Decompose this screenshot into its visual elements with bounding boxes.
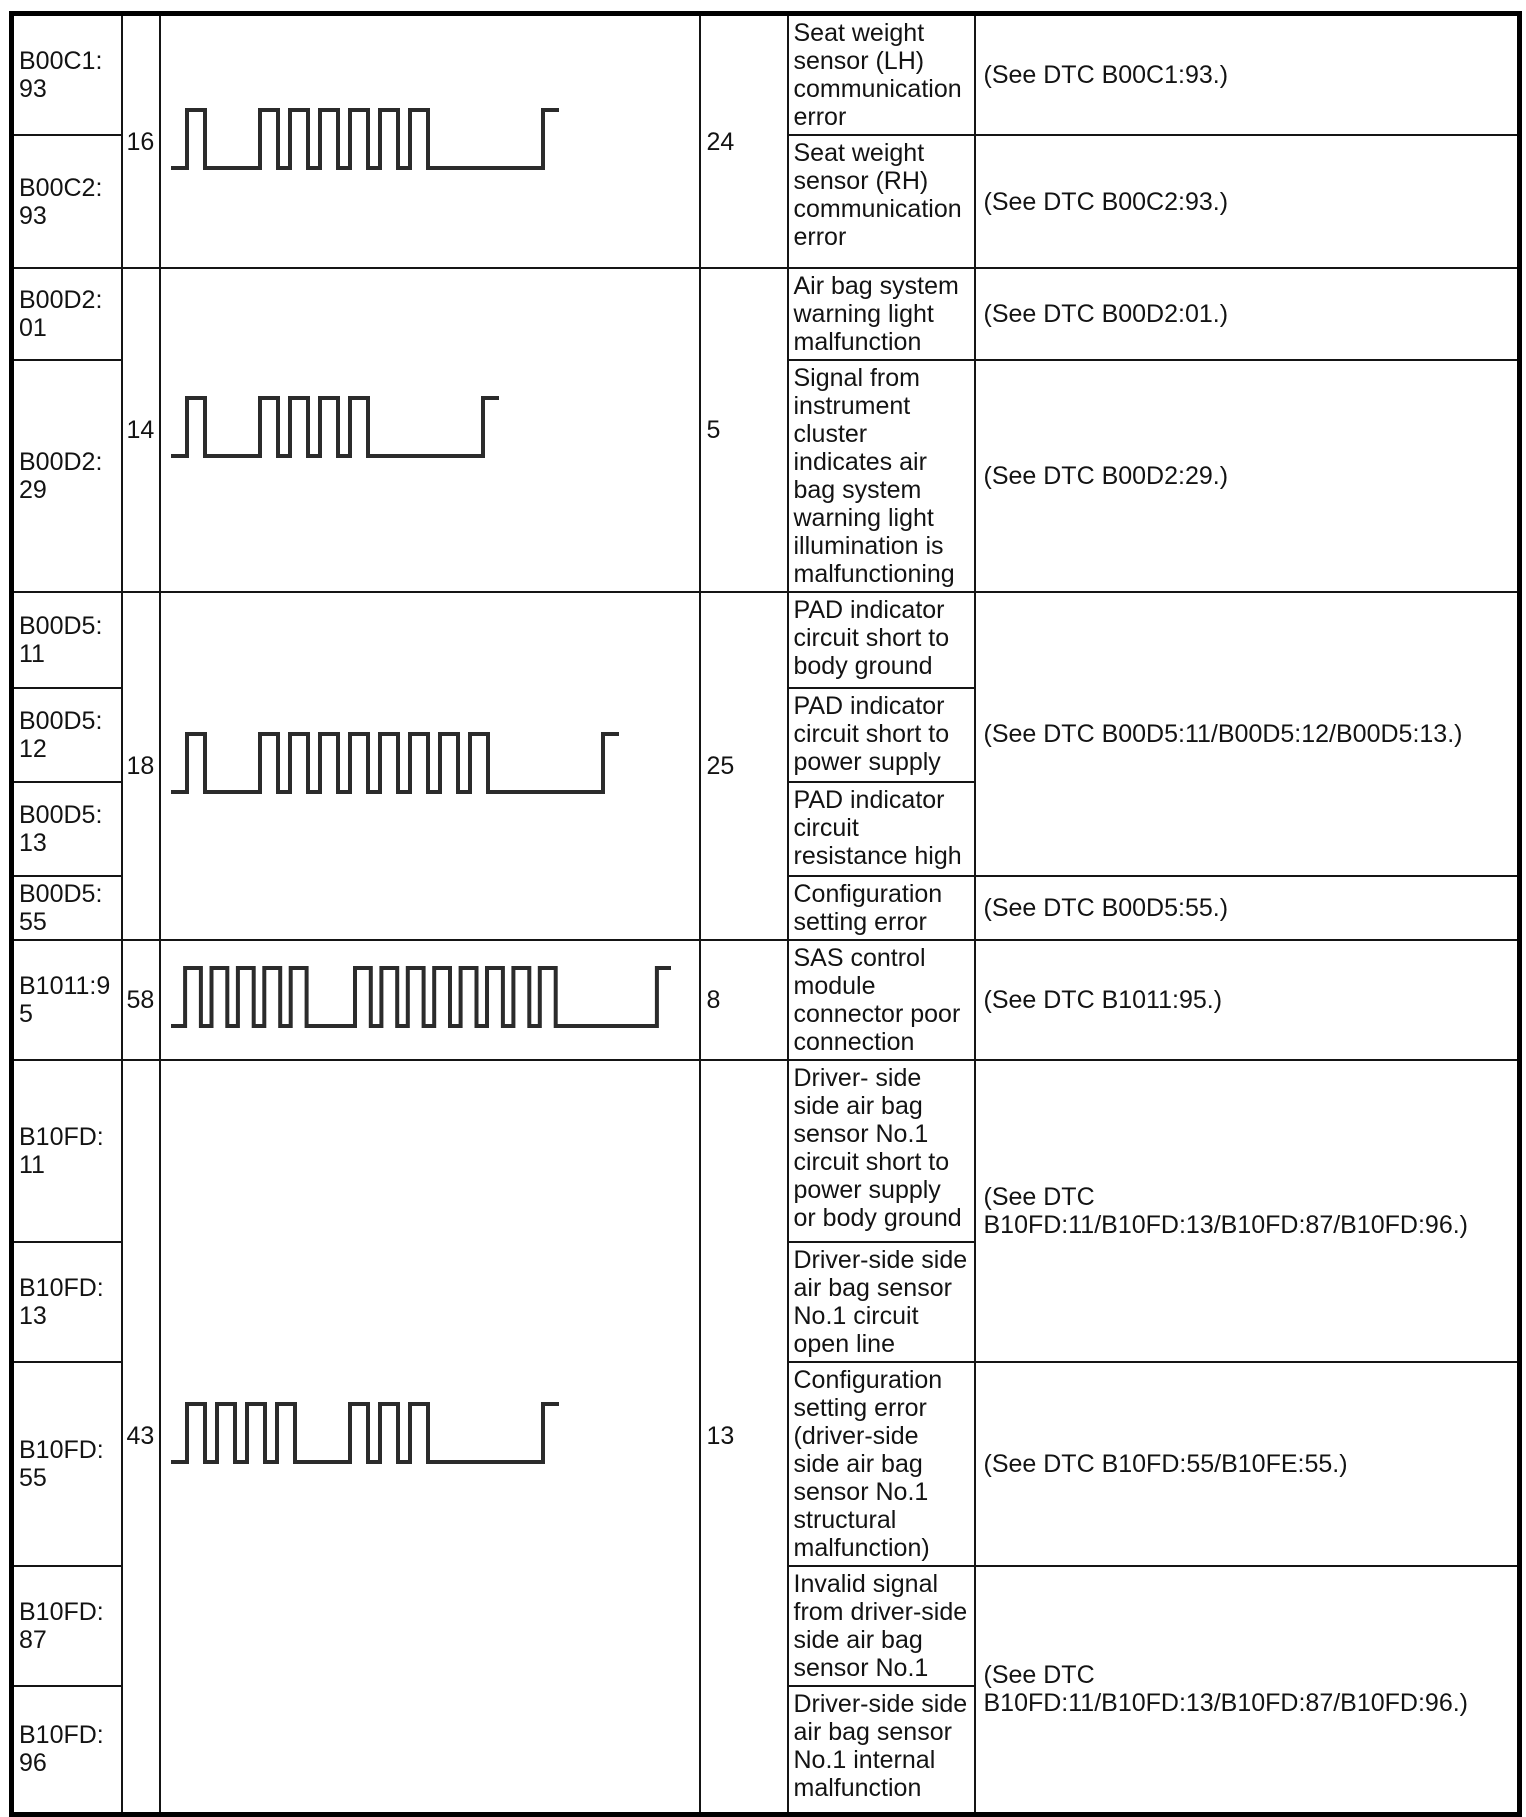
see-reference-cell: (See DTC B10FD:11/B10FD:13/B10FD:87/B10F…: [973, 1565, 1521, 1815]
see-reference-cell: (See DTC B00D2:29.): [973, 359, 1521, 593]
description-cell: Seat weight sensor (RH) communication er…: [786, 134, 976, 269]
flash-pattern-svg: [170, 1402, 559, 1465]
see-reference-cell: (See DTC B1011:95.): [973, 939, 1521, 1061]
flash-code-cell: 43: [120, 1059, 161, 1815]
flash-count-cell: 24: [698, 12, 789, 269]
table-row: B10FD:11 43 13 Driver- side side air bag…: [10, 1059, 1521, 1815]
table-row: B00D5:11 18 25 PAD indicator circuit sho…: [10, 591, 1521, 941]
see-reference-cell: (See DTC B00C2:93.): [973, 134, 1521, 269]
flash-count-cell: 25: [698, 591, 789, 941]
description-cell: PAD indicator circuit resistance high: [786, 781, 976, 877]
table-row: B00D2:29 Signal from instrument cluster …: [10, 359, 1521, 593]
dtc-cell: B10FD:13: [10, 1241, 123, 1363]
dtc-cell: B00D5:55: [10, 875, 123, 941]
flash-code-cell: 18: [120, 591, 161, 941]
see-reference-cell: (See DTC B00D2:01.): [973, 267, 1521, 361]
dtc-cell: B00D2:29: [10, 359, 123, 593]
description-cell: Driver-side side air bag sensor No.1 int…: [786, 1685, 976, 1815]
see-reference-cell: (See DTC B00D5:55.): [973, 875, 1521, 941]
description-cell: Air bag system warning light malfunction: [786, 267, 976, 361]
see-reference-cell: (See DTC B10FD:11/B10FD:13/B10FD:87/B10F…: [973, 1059, 1521, 1363]
table-row: B00D5:13 PAD indicator circuit resistanc…: [10, 781, 1520, 877]
dtc-cell: B10FD:87: [10, 1565, 123, 1687]
table-row: B00C1:93 16 24 Seat weight sensor (LH) c…: [10, 12, 1521, 269]
manual-page: B00C1:93 16 24 Seat weight sensor (LH) c…: [9, 11, 1522, 1817]
table-row: B00D2:01 14 5 Air bag system warning lig…: [10, 267, 1521, 593]
flash-count-cell: 13: [698, 1059, 789, 1815]
description-cell: Seat weight sensor (LH) communication er…: [786, 12, 976, 136]
table-row: B10FD:55 Configuration setting error (dr…: [10, 1361, 1521, 1567]
flash-code-cell: 14: [120, 267, 161, 593]
see-reference-cell: (See DTC B00C1:93.): [973, 12, 1521, 136]
description-cell: Driver-side side air bag sensor No.1 cir…: [786, 1241, 976, 1363]
see-reference-cell: (See DTC B10FD:55/B10FE:55.): [973, 1361, 1521, 1567]
dtc-cell: B10FD:96: [10, 1685, 123, 1815]
flash-code-cell: 16: [120, 12, 161, 269]
dtc-cell: B00C1:93: [10, 12, 123, 136]
flash-pattern-svg: [170, 966, 671, 1028]
flash-pattern-svg: [170, 396, 499, 458]
description-cell: Invalid signal from driver-side side air…: [786, 1565, 976, 1687]
flash-count-cell: 8: [698, 939, 789, 1061]
flash-pattern-cell: [158, 939, 701, 1061]
flash-count-cell: 5: [698, 267, 789, 593]
dtc-cell: B1011:95: [10, 939, 123, 1061]
flash-pattern-cell: [158, 12, 701, 269]
description-cell: Signal from instrument cluster indicates…: [786, 359, 976, 593]
table-row: B10FD:13 Driver-side side air bag sensor…: [10, 1241, 1520, 1363]
description-cell: PAD indicator circuit short to power sup…: [786, 687, 976, 783]
dtc-cell: B00D5:13: [10, 781, 123, 877]
description-cell: SAS control module connector poor connec…: [786, 939, 976, 1061]
dtc-cell: B10FD:55: [10, 1361, 123, 1567]
see-reference-cell: (See DTC B00D5:11/B00D5:12/B00D5:13.): [973, 591, 1521, 877]
description-cell: Driver- side side air bag sensor No.1 ci…: [786, 1059, 976, 1243]
table-row: B1011:95 58 8 SAS control module connect…: [10, 939, 1521, 1061]
flash-pattern-waveform: [169, 965, 695, 1035]
flash-pattern-waveform: [169, 731, 695, 801]
table-row: B00D5:55 Configuration setting error (Se…: [10, 875, 1521, 941]
table-row: B00C2:93 Seat weight sensor (RH) communi…: [10, 134, 1521, 269]
dtc-cell: B00D5:11: [10, 591, 123, 689]
flash-pattern-svg: [170, 107, 559, 170]
dtc-cell: B10FD:11: [10, 1059, 123, 1243]
description-cell: Configuration setting error (driver-side…: [786, 1361, 976, 1567]
dtc-cell: B00D2:01: [10, 267, 123, 361]
flash-pattern-cell: [158, 1059, 701, 1815]
dtc-cell: B00D5:12: [10, 687, 123, 783]
description-cell: Configuration setting error: [786, 875, 976, 941]
description-cell: PAD indicator circuit short to body grou…: [786, 591, 976, 689]
flash-pattern-cell: [158, 591, 701, 941]
flash-pattern-waveform: [169, 107, 695, 177]
dtc-flash-code-table: B00C1:93 16 24 Seat weight sensor (LH) c…: [9, 11, 1522, 1817]
table-row: B00D5:12 PAD indicator circuit short to …: [10, 687, 1520, 783]
flash-pattern-waveform: [169, 395, 695, 465]
flash-pattern-waveform: [169, 1401, 695, 1471]
flash-code-cell: 58: [120, 939, 161, 1061]
flash-pattern-svg: [170, 732, 619, 794]
dtc-cell: B00C2:93: [10, 134, 123, 269]
flash-pattern-cell: [158, 267, 701, 593]
